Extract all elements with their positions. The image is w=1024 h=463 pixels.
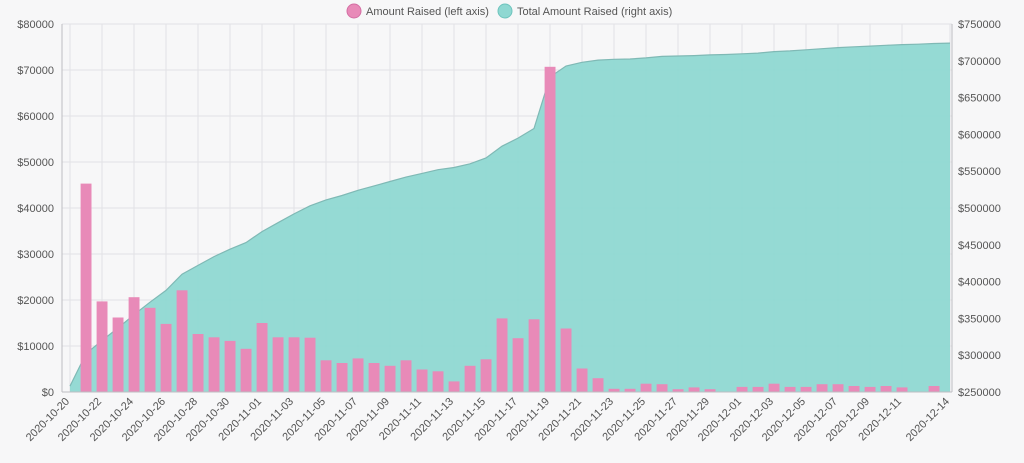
right-axis-tick-label: $450000 xyxy=(958,240,1001,252)
right-axis-tick-label: $600000 xyxy=(958,129,1001,141)
bar xyxy=(112,317,124,392)
bar xyxy=(768,383,780,392)
bar xyxy=(592,378,604,392)
bar xyxy=(432,371,444,392)
right-axis-tick-label: $250000 xyxy=(958,387,1001,399)
bar-series-layer xyxy=(80,66,940,393)
bar xyxy=(336,363,348,392)
bar xyxy=(784,386,796,392)
bar xyxy=(704,389,716,392)
area-fill-total-amount-raised xyxy=(70,43,950,392)
right-axis-tick-label: $750000 xyxy=(958,19,1001,31)
bar xyxy=(368,363,380,392)
bar xyxy=(96,301,108,392)
left-axis-tick-label: $0 xyxy=(42,387,54,399)
right-axis-tick-label: $650000 xyxy=(958,93,1001,105)
legend-item-amount-raised[interactable]: Amount Raised (left axis) xyxy=(346,3,489,19)
bar xyxy=(416,369,428,392)
bar xyxy=(640,383,652,392)
bar xyxy=(848,386,860,392)
bar xyxy=(496,318,508,392)
bar xyxy=(224,340,236,392)
legend-swatch-amount-raised xyxy=(346,3,362,19)
bar xyxy=(256,323,268,392)
bar xyxy=(400,360,412,392)
right-axis-tick-label: $500000 xyxy=(958,203,1001,215)
bar xyxy=(480,359,492,392)
bar xyxy=(528,319,540,392)
bar xyxy=(80,183,92,392)
left-axis-ticks: $0 $10000 $20000 $30000 $40000 $50000 $60000 $7… xyxy=(17,19,54,399)
bar xyxy=(880,386,892,392)
bar xyxy=(208,337,220,392)
right-axis-ticks: $250000 $300000 $350000 $400000 $450000 $5000… xyxy=(958,19,1001,399)
bar xyxy=(560,328,572,392)
bar xyxy=(816,384,828,392)
bar xyxy=(176,290,188,392)
bar xyxy=(512,338,524,392)
bar xyxy=(544,66,556,393)
left-axis-tick-label: $10000 xyxy=(17,341,54,353)
bar xyxy=(128,297,140,392)
bar xyxy=(144,307,156,392)
left-axis-tick-label: $80000 xyxy=(17,19,54,31)
bar xyxy=(384,365,396,392)
right-axis-tick-label: $350000 xyxy=(958,313,1001,325)
bar xyxy=(624,388,636,392)
bar xyxy=(752,386,764,392)
right-axis-tick-label: $300000 xyxy=(958,350,1001,362)
bar xyxy=(288,337,300,392)
area-line-total-amount-raised xyxy=(69,42,951,387)
left-axis-tick-label: $70000 xyxy=(17,65,54,77)
bar xyxy=(272,337,284,392)
bar xyxy=(928,386,940,392)
left-axis-tick-label: $40000 xyxy=(17,203,54,215)
bar xyxy=(688,387,700,392)
bar xyxy=(832,384,844,392)
legend-swatch-total-amount-raised xyxy=(497,3,513,19)
bar xyxy=(304,337,316,392)
bar xyxy=(736,386,748,392)
right-axis-tick-label: $400000 xyxy=(958,277,1001,289)
left-axis-tick-label: $30000 xyxy=(17,249,54,261)
legend: Amount Raised (left axis) Total Amount R… xyxy=(346,3,672,19)
bar xyxy=(352,358,364,392)
area-series-layer xyxy=(69,42,951,392)
left-axis-tick-label: $50000 xyxy=(17,157,54,169)
bar xyxy=(576,368,588,392)
bar xyxy=(656,384,668,392)
bar xyxy=(192,334,204,392)
legend-label-amount-raised: Amount Raised (left axis) xyxy=(366,6,489,18)
bar xyxy=(240,348,252,392)
bar xyxy=(608,388,620,392)
legend-label-total-amount-raised: Total Amount Raised (right axis) xyxy=(517,6,672,18)
left-axis-tick-label: $20000 xyxy=(17,295,54,307)
bar xyxy=(464,365,476,392)
axes xyxy=(61,24,953,393)
bar xyxy=(864,386,876,392)
right-axis-tick-label: $700000 xyxy=(958,56,1001,68)
right-axis-tick-label: $550000 xyxy=(958,166,1001,178)
bar xyxy=(896,387,908,392)
bar xyxy=(448,381,460,392)
bar xyxy=(800,386,812,392)
bar xyxy=(320,360,332,392)
left-axis-tick-label: $60000 xyxy=(17,111,54,123)
legend-item-total-amount-raised[interactable]: Total Amount Raised (right axis) xyxy=(497,3,672,19)
bar xyxy=(160,323,172,392)
bar xyxy=(672,389,684,392)
